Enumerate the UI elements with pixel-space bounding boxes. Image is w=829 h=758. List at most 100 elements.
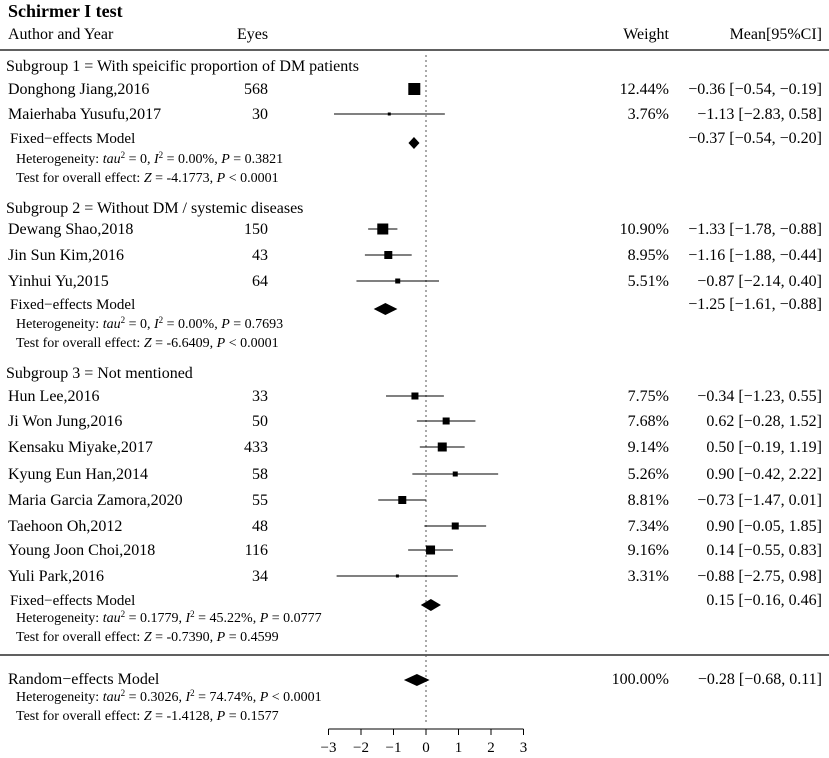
study-mean-ci: −1.13 [−2.83, 0.58] <box>697 106 822 123</box>
z-value: = -0.7390, <box>152 630 217 645</box>
study-weight: 3.31% <box>628 568 669 585</box>
header-eyes: Eyes <box>237 26 268 43</box>
study-name: Ji Won Jung,2016 <box>8 413 122 430</box>
effect-size-box <box>411 392 419 400</box>
study-mean-ci: −0.34 [−1.23, 0.55] <box>697 388 822 405</box>
tau-label: tau <box>103 152 121 167</box>
random-effects-diamond <box>403 674 430 686</box>
study-eyes: 55 <box>252 492 268 509</box>
effect-size-box <box>451 522 459 530</box>
z-value: = -1.4128, <box>152 709 217 724</box>
study-weight: 7.68% <box>628 413 669 430</box>
p-label: P <box>259 611 269 626</box>
study-mean-ci: −0.87 [−2.14, 0.40] <box>697 273 822 290</box>
z-label: Z <box>144 171 152 186</box>
x-tick-label: −2 <box>353 740 369 756</box>
fixed-effects-mean-ci: −0.37 [−0.54, −0.20] <box>688 130 822 147</box>
header-weight: Weight <box>623 26 669 43</box>
effect-size-box <box>452 471 458 477</box>
study-eyes: 116 <box>245 542 268 559</box>
x-tick-label: −1 <box>386 740 402 756</box>
overall-prefix: Test for overall effect: <box>16 336 144 351</box>
overall-effect-text: Test for overall effect: Z = -0.7390, P … <box>16 630 279 645</box>
overall-prefix: Test for overall effect: <box>16 630 144 645</box>
study-mean-ci: −0.36 [−0.54, −0.19] <box>688 81 822 98</box>
effect-size-box <box>398 496 407 504</box>
fixed-effects-diamond <box>408 137 420 149</box>
z-label: Z <box>144 336 152 351</box>
tau-superscript: 2 <box>121 609 126 619</box>
study-weight: 5.51% <box>628 273 669 290</box>
x-tick-label: 3 <box>520 740 528 756</box>
p-value: < 0.0001 <box>225 171 278 186</box>
study-name: Jin Sun Kim,2016 <box>8 247 124 264</box>
study-name: Hun Lee,2016 <box>8 388 100 405</box>
study-name: Donghong Jiang,2016 <box>8 81 149 98</box>
overall-effect-text: Test for overall effect: Z = -4.1773, P … <box>16 171 279 186</box>
study-name: Taehoon Oh,2012 <box>8 518 122 535</box>
overall-effect-text: Test for overall effect: Z = -6.6409, P … <box>16 336 279 351</box>
heterogeneity-prefix: Heterogeneity: <box>16 611 103 626</box>
tau-value: = 0, <box>125 152 154 167</box>
effect-size-box <box>437 442 447 452</box>
fixed-effects-label: Fixed−effects Model <box>10 593 135 609</box>
study-name: Dewang Shao,2018 <box>8 221 133 238</box>
p-label: P <box>216 171 226 186</box>
random-effects-label: Random−effects Model <box>8 671 160 688</box>
x-tick-label: 0 <box>422 740 430 756</box>
study-mean-ci: −0.73 [−1.47, 0.01] <box>697 492 822 509</box>
overall-effect-text: Test for overall effect: Z = -1.4128, P … <box>16 709 279 724</box>
i2-label: I <box>153 317 160 332</box>
study-weight: 8.81% <box>628 492 669 509</box>
study-name: Young Joon Choi,2018 <box>8 542 155 559</box>
study-name: Kyung Eun Han,2014 <box>8 466 148 483</box>
tau-value: = 0.1779, <box>125 611 185 626</box>
heterogeneity-text: Heterogeneity: tau2 = 0, I2 = 0.00%, P =… <box>16 150 283 167</box>
study-eyes: 58 <box>252 466 268 483</box>
i2-value: = 45.22%, <box>195 611 260 626</box>
tau-value: = 0, <box>125 317 154 332</box>
study-weight: 7.75% <box>628 388 669 405</box>
i2-label: I <box>153 152 160 167</box>
tau-label: tau <box>103 317 121 332</box>
study-weight: 8.95% <box>628 247 669 264</box>
i2-value: = 0.00%, <box>163 152 221 167</box>
study-eyes: 48 <box>252 518 268 535</box>
study-weight: 7.34% <box>628 518 669 535</box>
tau-label: tau <box>103 690 121 705</box>
study-mean-ci: 0.50 [−0.19, 1.19] <box>706 439 822 456</box>
p-value: = 0.3821 <box>230 152 283 167</box>
effect-size-box <box>395 574 399 578</box>
i2-label: I <box>184 690 191 705</box>
study-mean-ci: −0.88 [−2.75, 0.98] <box>697 568 822 585</box>
heterogeneity-text: Heterogeneity: tau2 = 0.1779, I2 = 45.22… <box>16 609 322 626</box>
p-value: < 0.0001 <box>225 336 278 351</box>
heterogeneity-text: Heterogeneity: tau2 = 0.3026, I2 = 74.74… <box>16 688 322 705</box>
fixed-effects-mean-ci: −1.25 [−1.61, −0.88] <box>688 296 822 313</box>
effect-size-box <box>384 251 393 259</box>
fixed-effects-label: Fixed−effects Model <box>10 131 135 147</box>
z-label: Z <box>144 630 152 645</box>
study-mean-ci: 0.62 [−0.28, 1.52] <box>706 413 822 430</box>
study-mean-ci: 0.90 [−0.05, 1.85] <box>706 518 822 535</box>
study-eyes: 34 <box>252 568 268 585</box>
heterogeneity-text: Heterogeneity: tau2 = 0, I2 = 0.00%, P =… <box>16 315 283 332</box>
i2-value: = 0.00%, <box>163 317 221 332</box>
effect-size-box <box>387 112 391 116</box>
study-mean-ci: −1.16 [−1.88, −0.44] <box>688 247 822 264</box>
z-value: = -6.6409, <box>152 336 217 351</box>
heterogeneity-prefix: Heterogeneity: <box>16 690 103 705</box>
study-name: Maria Garcia Zamora,2020 <box>8 492 183 509</box>
effect-size-box <box>408 83 421 95</box>
subgroup-header: Subgroup 3 = Not mentioned <box>6 365 193 382</box>
p-label: P <box>216 630 226 645</box>
subgroup-header: Subgroup 1 = With speicific proportion o… <box>6 58 359 75</box>
study-eyes: 433 <box>244 439 268 456</box>
random-effects-weight: 100.00% <box>612 671 669 688</box>
tau-superscript: 2 <box>121 150 126 160</box>
fixed-effects-mean-ci: 0.15 [−0.16, 0.46] <box>706 592 822 609</box>
z-value: = -4.1773, <box>152 171 217 186</box>
x-tick-label: 1 <box>455 740 463 756</box>
tau-value: = 0.3026, <box>125 690 185 705</box>
